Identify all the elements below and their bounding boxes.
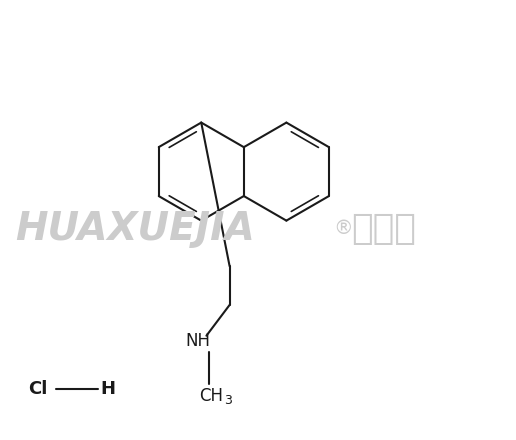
Text: 化学加: 化学加 xyxy=(351,212,416,246)
Text: HUAXUEJIA: HUAXUEJIA xyxy=(15,210,255,248)
Text: CH: CH xyxy=(199,387,223,405)
Text: ®: ® xyxy=(333,219,352,238)
Text: Cl: Cl xyxy=(28,381,48,398)
Text: 3: 3 xyxy=(224,394,232,407)
Text: H: H xyxy=(101,381,116,398)
Text: NH: NH xyxy=(186,332,211,350)
